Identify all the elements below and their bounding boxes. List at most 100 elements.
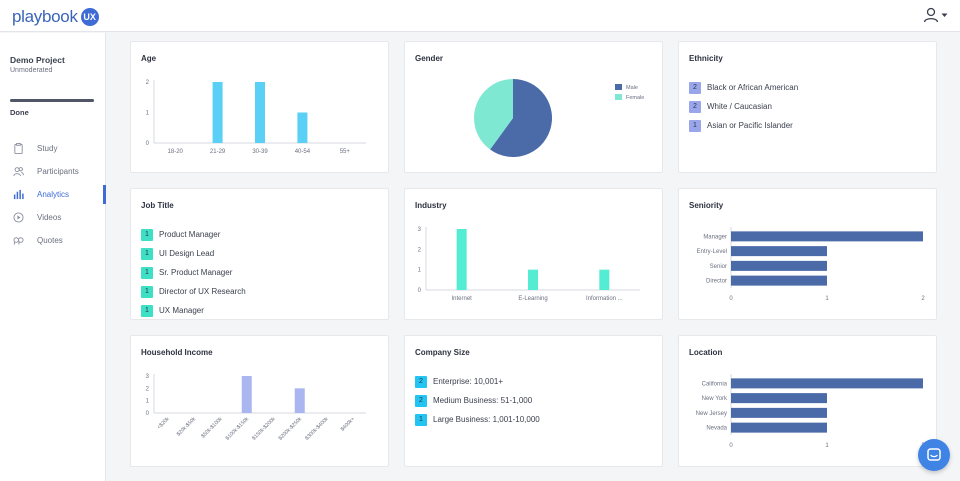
legend-swatch (615, 94, 622, 100)
x-tick-label: 40-54 (295, 149, 311, 155)
project-progress-bar (10, 99, 94, 102)
y-tick-label: New Jersey (696, 411, 727, 417)
bar (212, 82, 223, 143)
user-icon (923, 7, 939, 23)
y-tick-label: California (702, 381, 728, 387)
industry-card: Industry 0 1 2 3 Internet E-Learning Informati… (404, 188, 663, 320)
x-tick-label: Internet (451, 296, 472, 302)
legend-label: Female (626, 95, 644, 101)
card-title: Seniority (689, 201, 724, 210)
y-tick-label: New York (702, 396, 728, 402)
sidebar-item-label: Analytics (37, 190, 70, 199)
count-badge: 2 (415, 375, 427, 388)
x-tick-label: 21-29 (210, 149, 226, 155)
job-title-card: Job Title 1 Product Manager 1 UI Design Le… (130, 188, 389, 320)
card-title: Location (689, 348, 723, 357)
x-tick-label: 0 (729, 443, 733, 449)
list-item: 1 Large Business: 1,001-10,000 (415, 410, 540, 429)
bar (731, 231, 923, 242)
logo[interactable]: playbook UX (12, 7, 99, 27)
age-card: Age 0 1 2 18-20 21-29 30-39 40-54 55+ (130, 41, 389, 173)
logo-badge: UX (80, 8, 99, 26)
sidebar-item-label: Study (37, 144, 58, 153)
project-status: Done (10, 108, 29, 117)
x-tick-label: Information ... (586, 296, 623, 302)
count-badge: 2 (415, 394, 427, 407)
list-item: 2 Black or African American (689, 78, 798, 97)
logo-text: playbook (12, 7, 78, 26)
list-item: 1 UX Manager (141, 301, 246, 320)
count-badge: 1 (141, 266, 153, 279)
y-tick-label: 0 (146, 411, 150, 417)
y-tick-label: 1 (146, 111, 150, 117)
count-badge: 1 (141, 285, 153, 298)
y-tick-label: 1 (418, 268, 422, 274)
y-tick-label: Manager (703, 234, 727, 240)
count-badge: 2 (689, 100, 701, 113)
bar (731, 378, 923, 389)
bar (731, 275, 827, 286)
sidebar-item-label: Videos (37, 213, 62, 222)
company-size-list: 2 Enterprise: 10,001+ 2 Medium Business: 5… (415, 372, 540, 429)
list-item-label: Enterprise: 10,001+ (433, 377, 504, 386)
chat-button[interactable] (918, 439, 950, 471)
age-chart: 0 1 2 18-20 21-29 30-39 40-54 55+ (146, 80, 366, 155)
household-income-card: Household Income 0 1 2 3 <$20k $20k-$50k $50k-… (130, 335, 389, 467)
bar (731, 422, 827, 433)
bar (255, 82, 265, 143)
list-item: 2 White / Caucasian (689, 97, 798, 116)
users-icon (13, 167, 24, 177)
x-tick-label: $20k-$50k (176, 416, 198, 438)
project-name: Demo Project (10, 55, 65, 65)
x-tick-label: $100k-$150k (225, 416, 251, 442)
x-tick-label: $150k-$200k (251, 416, 277, 442)
seniority-card: Seniority Manager Entry-Level Senior Direct… (678, 188, 937, 320)
x-tick-label: $300k-$400k (304, 416, 330, 442)
x-tick-label: $50k-$100k (200, 416, 224, 440)
card-title: Industry (415, 201, 447, 210)
x-tick-label: $200k-$250k (278, 416, 304, 442)
sidebar-item-analytics[interactable]: Analytics (0, 183, 106, 206)
card-title: Job Title (141, 201, 174, 210)
gender-card: Gender Male Female (404, 41, 663, 173)
x-tick-label: 1 (825, 296, 829, 302)
bar (731, 246, 827, 257)
y-tick-label: 0 (418, 288, 422, 294)
count-badge: 1 (689, 119, 701, 132)
sidebar-item-label: Quotes (37, 236, 63, 245)
sidebar-item-quotes[interactable]: Quotes (0, 229, 106, 252)
seniority-chart: Manager Entry-Level Senior Director 0 1 2 (697, 227, 925, 302)
clipboard-icon (14, 143, 23, 154)
count-badge: 1 (141, 228, 153, 241)
caret-down-icon (941, 13, 948, 17)
job-title-list: 1 Product Manager 1 UI Design Lead 1 Sr. Pr… (141, 225, 246, 320)
sidebar-item-videos[interactable]: Videos (0, 206, 106, 229)
x-tick-label: 18-20 (168, 149, 184, 155)
project-type: Unmoderated (10, 67, 53, 74)
sidebar-item-study[interactable]: Study (0, 137, 106, 160)
bar (599, 269, 610, 290)
list-item: 1 Sr. Product Manager (141, 263, 246, 282)
y-tick-label: 3 (146, 374, 150, 380)
list-item: 1 UI Design Lead (141, 244, 246, 263)
card-title: Household Income (141, 348, 213, 357)
y-tick-label: 2 (146, 386, 150, 392)
ethnicity-list: 2 Black or African American 2 White / Cauc… (689, 78, 798, 135)
sidebar-item-participants[interactable]: Participants (0, 160, 106, 183)
pie-slice (474, 79, 513, 150)
company-size-card: Company Size 2 Enterprise: 10,001+ 2 Mediu… (404, 335, 663, 467)
bar (297, 112, 308, 143)
user-menu-button[interactable] (923, 7, 948, 23)
legend-swatch (615, 84, 622, 90)
location-card: Location California New York New Jersey Nev… (678, 335, 937, 467)
count-badge: 1 (141, 304, 153, 317)
list-item: 1 Product Manager (141, 225, 246, 244)
list-item-label: Director of UX Research (159, 287, 246, 296)
industry-chart: 0 1 2 3 Internet E-Learning Information ... (418, 227, 640, 302)
list-item-label: Medium Business: 51-1,000 (433, 396, 533, 405)
bar-chart-icon (13, 189, 24, 200)
list-item-label: UI Design Lead (159, 249, 215, 258)
list-item-label: Sr. Product Manager (159, 268, 233, 277)
